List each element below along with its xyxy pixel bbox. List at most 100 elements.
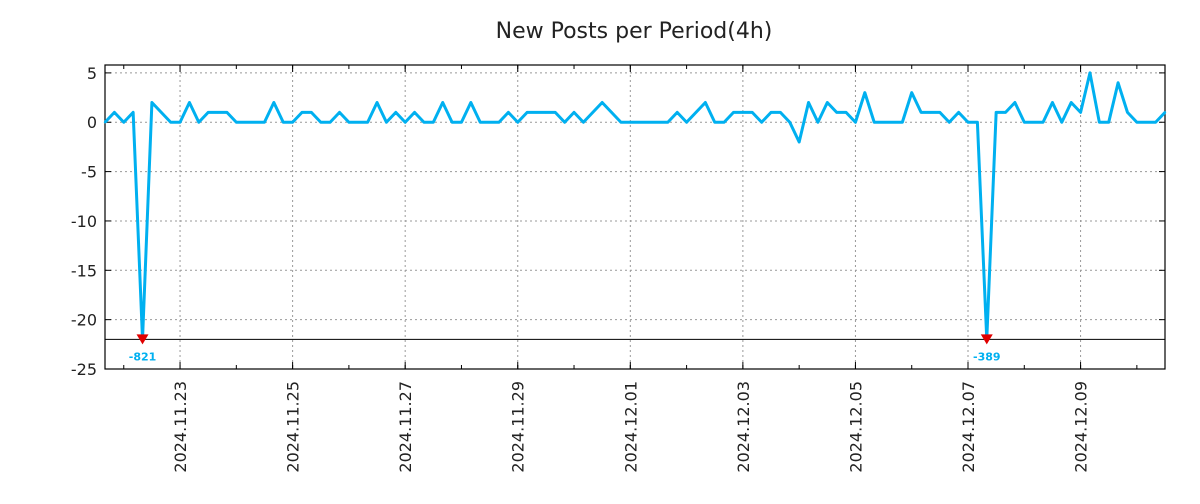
data-point [178,121,182,124]
data-point [460,121,463,124]
y-tick-label: 0 [87,113,97,132]
x-tick-label: 2024.12.03 [734,381,753,473]
data-point [807,101,810,104]
data-point [1116,81,1120,84]
data-point [994,111,998,114]
x-tick-label: 2024.11.29 [509,381,528,473]
data-point [1013,101,1017,104]
data-point [563,121,566,124]
data-point [131,111,135,114]
data-point [1126,111,1129,114]
data-point [901,121,904,124]
data-point [554,111,557,114]
data-point [582,121,585,124]
data-point [910,91,913,94]
data-point [535,111,538,114]
x-tick-label: 2024.12.09 [1072,381,1091,473]
data-point [113,111,116,114]
data-point [1079,111,1082,114]
data-point [282,121,285,124]
data-point [225,111,229,114]
data-point [347,121,351,124]
data-point [891,121,895,124]
data-point [873,121,876,124]
data-point [300,111,304,114]
data-point [694,111,698,114]
data-point [882,121,885,124]
data-point [797,140,801,144]
data-point [816,121,820,124]
data-point [919,111,923,114]
series-line [103,71,1167,341]
x-tick-label: 2024.12.07 [959,381,978,473]
data-point [1032,121,1035,124]
data-point [704,101,707,104]
x-tick-label: 2024.12.01 [621,381,640,473]
data-point [441,101,444,104]
data-point [629,121,632,124]
x-tick-label: 2024.11.25 [284,381,303,473]
data-point [619,121,623,124]
data-point [685,121,688,124]
data-point [479,121,482,124]
data-point [253,121,257,124]
data-point [103,121,107,124]
data-point [244,121,247,124]
data-point [469,101,473,104]
data-point [1154,121,1157,124]
data-point [863,91,867,94]
data-point [403,121,407,124]
chart-title: New Posts per Period(4h) [496,19,773,44]
x-tick-label: 2024.11.23 [171,381,190,473]
data-point [966,121,970,124]
data-point [188,101,191,104]
data-point [676,111,679,114]
y-tick-label: 5 [87,64,97,83]
data-point [1041,121,1045,124]
y-tick-label: -5 [81,163,97,182]
data-point [788,121,791,124]
y-tick-label: -20 [71,311,97,330]
data-point [1135,121,1139,124]
annotations: -821 -389 [129,334,1001,363]
data-point [1051,101,1054,104]
data-point [1004,111,1007,114]
data-point [835,111,838,114]
data-point [844,111,848,114]
data-point [516,121,519,124]
data-point [319,121,322,124]
clipped-value-label: -821 [129,350,157,363]
data-point [600,101,604,104]
data-point [1107,121,1110,124]
data-point [1060,121,1064,124]
data-point [328,121,332,124]
data-point [948,121,951,124]
clipped-marker [136,334,149,345]
y-tick-label: -25 [71,360,97,379]
data-point [450,121,454,124]
data-point [751,111,754,114]
x-tick-label: 2024.11.27 [396,381,415,473]
series-layer [103,71,1167,341]
data-point [957,111,960,114]
data-point [591,111,594,114]
data-point [169,121,172,124]
data-point [235,121,238,124]
axes: 5 0 -5 -10 -15 -20 -25 2024.11.23 2024.11.25 2024… [71,64,1166,473]
y-tick-label: -15 [71,261,97,280]
data-point [366,121,369,124]
data-point [610,111,613,114]
data-point [1023,121,1026,124]
data-point [216,111,219,114]
data-point [310,111,313,114]
data-point [544,111,548,114]
data-point [976,121,979,124]
data-point [263,121,266,124]
data-point [647,121,651,124]
data-point [432,121,435,124]
data-point [572,111,576,114]
data-point [385,121,388,124]
data-point [1163,111,1167,114]
clipped-value-label: -389 [973,350,1001,363]
